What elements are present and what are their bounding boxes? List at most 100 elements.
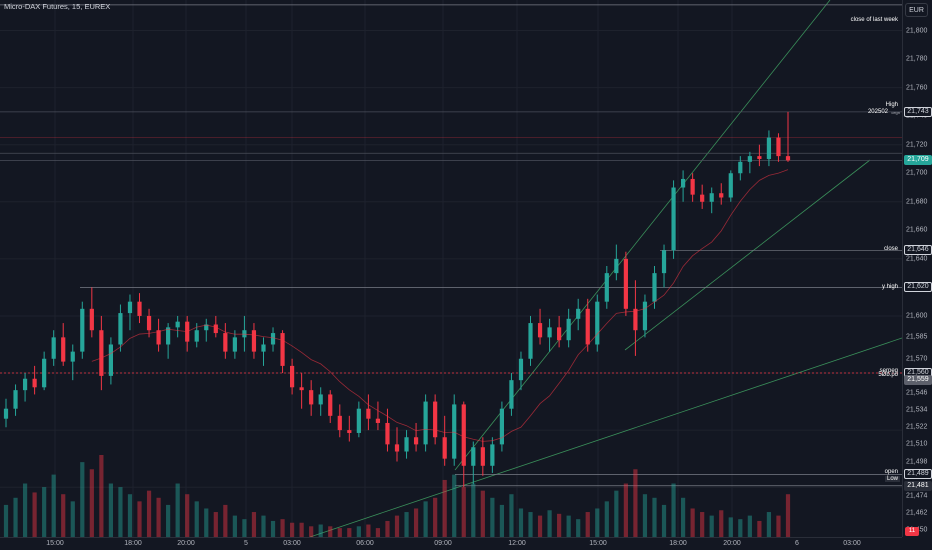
volume-bar <box>51 474 56 537</box>
volume-bar <box>614 490 619 537</box>
time-tick: 20:00 <box>723 540 741 547</box>
candle-body <box>680 178 686 188</box>
candle-body <box>671 187 676 251</box>
volume-bar <box>633 469 638 537</box>
label-high-sub2: cegn <box>891 110 900 115</box>
time-axis[interactable]: 15:00 18:00 20:00 5 03:00 06:00 09:00 12:00 15:0… <box>0 537 902 550</box>
candle-body <box>557 327 562 341</box>
candle-body <box>261 344 266 352</box>
volume-bar <box>642 494 648 537</box>
time-tick: 03:00 <box>283 540 301 547</box>
candle-body <box>108 344 114 376</box>
price-tick: 21,510 <box>906 440 928 448</box>
label-high: High <box>885 102 898 108</box>
volume-bar <box>118 487 123 537</box>
volume-bar <box>270 520 276 537</box>
price-tick: 21,660 <box>906 226 928 234</box>
label-mid-b: 5Øb.po <box>878 372 898 378</box>
price-tag: 21,620 <box>904 282 932 293</box>
volume-bar <box>89 469 94 537</box>
candle-body <box>99 330 104 376</box>
volume-bar <box>80 462 85 537</box>
trendline-long <box>309 337 902 537</box>
volume-bar <box>738 519 743 537</box>
label-close-of-last-week: close of last week <box>850 17 898 23</box>
volume-bar <box>213 512 218 537</box>
candle-body <box>728 173 733 198</box>
volume-bar <box>22 483 28 537</box>
label-close: close <box>883 246 898 252</box>
volume-bar <box>518 508 524 537</box>
volume-bar <box>204 508 209 537</box>
volume-bar <box>394 515 400 537</box>
time-tick: 5 <box>244 540 248 547</box>
candle-body <box>566 318 571 341</box>
price-tick: 21,720 <box>906 141 928 149</box>
candle-body <box>490 444 495 466</box>
volume-bar <box>442 479 447 537</box>
volume-bar <box>557 513 562 537</box>
candle-body <box>537 323 543 338</box>
volume-bar <box>623 483 628 537</box>
volume-bar <box>175 483 180 537</box>
time-tick: 15:00 <box>589 540 607 547</box>
price-tag: 21,646 <box>904 245 932 256</box>
candle-body <box>32 378 37 388</box>
volume-bar <box>328 526 333 537</box>
candle-body <box>709 193 714 202</box>
candle-body <box>604 273 609 302</box>
volume-bar <box>747 515 752 537</box>
candle-body <box>61 337 66 362</box>
candle-body <box>137 301 142 316</box>
volume-bar <box>318 524 323 537</box>
price-tag: 21,489 <box>904 469 932 480</box>
volume-bar <box>413 508 419 537</box>
trendline-channel-lower <box>624 159 871 351</box>
price-tick: 21,498 <box>906 458 928 465</box>
chart-area[interactable]: Micro-DAX Futures, 15, EUREX close of la… <box>0 0 902 537</box>
candle-body <box>509 380 514 409</box>
price-tick: 21,534 <box>906 406 928 414</box>
volume-bar <box>366 524 371 537</box>
price-axis[interactable]: 21,80021,78021,76021,74021,72021,70021,6… <box>902 0 932 537</box>
candle-body <box>452 404 457 459</box>
volume-bar <box>156 497 161 537</box>
candle-body <box>719 193 724 198</box>
price-tick: 21,700 <box>906 169 928 177</box>
currency-selector[interactable]: EUR <box>905 3 928 17</box>
time-tick: 12:00 <box>508 540 526 547</box>
candlestick-chart[interactable] <box>0 0 902 537</box>
candle-body <box>328 394 333 416</box>
candle-body <box>766 137 772 159</box>
volume-bar <box>709 515 714 537</box>
candle-body <box>471 447 476 466</box>
candle-body <box>785 156 791 161</box>
candle-body <box>175 321 180 328</box>
volume-bar <box>127 494 133 537</box>
candle-body <box>404 437 409 452</box>
candle-body <box>413 437 419 445</box>
candle-body <box>166 327 171 345</box>
chart-title: Micro-DAX Futures, 15, EUREX <box>4 2 111 11</box>
volume-bar <box>680 497 686 537</box>
candle-body <box>156 330 161 345</box>
candle-body <box>547 327 552 338</box>
volume-bar <box>137 501 142 537</box>
price-tick: 21,600 <box>906 312 928 320</box>
candle-body <box>270 333 276 345</box>
candle-body <box>595 301 600 345</box>
price-tick: 21,585 <box>906 333 928 341</box>
time-tick: 03:00 <box>843 540 861 547</box>
candle-body <box>747 156 752 162</box>
label-high-sub: 202502 <box>867 109 888 115</box>
label-low: Low <box>884 476 900 482</box>
price-tick: 21,546 <box>906 389 928 397</box>
candle-body <box>442 437 447 459</box>
time-tick: 18:00 <box>124 540 142 547</box>
volume-bar <box>452 474 457 537</box>
candle-body <box>70 351 75 362</box>
candle-body <box>51 337 56 359</box>
volume-bar <box>356 526 361 537</box>
volume-bar <box>595 508 600 537</box>
candle-body <box>690 178 695 195</box>
